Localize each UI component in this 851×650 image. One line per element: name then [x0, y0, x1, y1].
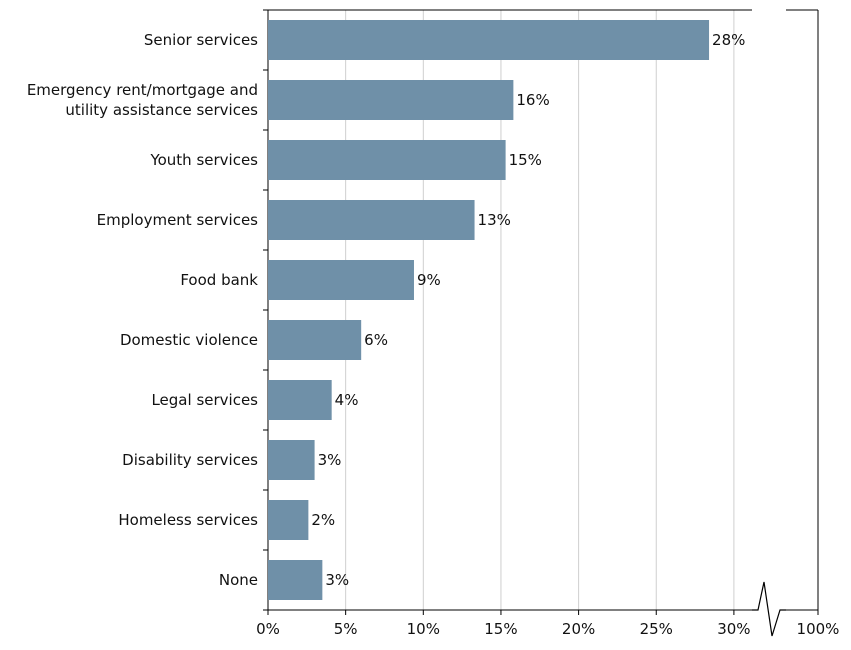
bar [268, 260, 414, 300]
category-label: Youth services [149, 151, 258, 169]
data-label: 15% [509, 151, 542, 169]
category-label: Homeless services [118, 511, 258, 529]
category-label: None [219, 571, 258, 589]
category-label-line: Youth services [149, 151, 258, 169]
category-label: Senior services [144, 31, 258, 49]
bar [268, 200, 475, 240]
category-label-line: Disability services [122, 451, 258, 469]
category-label: Food bank [180, 271, 258, 289]
data-label: 28% [712, 31, 745, 49]
data-label: 9% [417, 271, 441, 289]
category-label: Domestic violence [120, 331, 258, 349]
data-label: 16% [516, 91, 549, 109]
category-label-line: None [219, 571, 258, 589]
category-label: Employment services [97, 211, 259, 229]
bar [268, 80, 514, 120]
category-label: Disability services [122, 451, 258, 469]
bar [268, 320, 362, 360]
x-tick-label: 5% [334, 620, 358, 638]
category-label-line: Senior services [144, 31, 258, 49]
bar [268, 380, 332, 420]
x-tick-label: 15% [484, 620, 517, 638]
category-label-line: Domestic violence [120, 331, 258, 349]
category-label-line: Emergency rent/mortgage and [27, 81, 258, 99]
category-label-line: Homeless services [118, 511, 258, 529]
data-label: 3% [325, 571, 349, 589]
data-label: 13% [478, 211, 511, 229]
category-label-line: Employment services [97, 211, 259, 229]
bar [268, 500, 309, 540]
data-label: 3% [318, 451, 342, 469]
category-label: Emergency rent/mortgage and utility assis… [27, 81, 258, 119]
bar [268, 140, 506, 180]
data-label: 2% [311, 511, 335, 529]
x-tick-label: 0% [256, 620, 280, 638]
x-tick-label: 10% [407, 620, 440, 638]
bar [268, 560, 323, 600]
data-label: 4% [335, 391, 359, 409]
x-tick-label: 30% [717, 620, 750, 638]
bar [268, 440, 315, 480]
category-label-line: Legal services [151, 391, 258, 409]
category-label-line: Food bank [180, 271, 258, 289]
x-tick-label: 20% [562, 620, 595, 638]
data-label: 6% [364, 331, 388, 349]
x-tick-label: 25% [640, 620, 673, 638]
axis-break-mark [752, 581, 786, 637]
category-label-line: utility assistance services [65, 101, 258, 119]
x-tick-label-end: 100% [797, 620, 840, 638]
bar [268, 20, 710, 60]
category-label: Legal services [151, 391, 258, 409]
